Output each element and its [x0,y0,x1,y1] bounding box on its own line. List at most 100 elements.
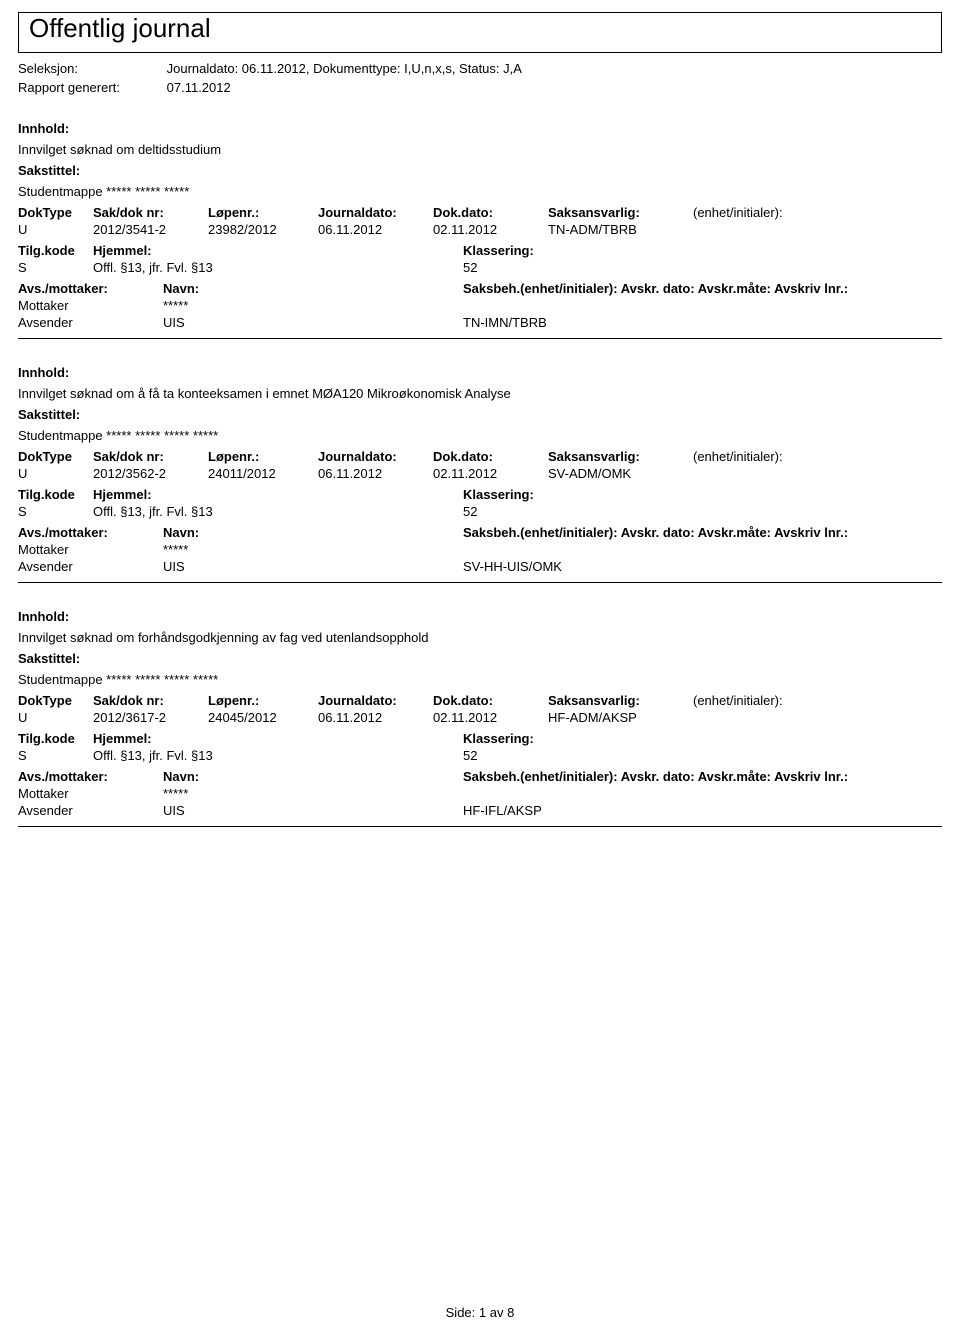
enhet-init-header: (enhet/initialer): [693,693,853,708]
lopenr-value: 23982/2012 [208,222,318,237]
doktype-value: U [18,222,93,237]
tilgkode-value: S [18,504,93,519]
side-total: 8 [507,1305,514,1320]
hjemmel-value: Offl. §13, jfr. Fvl. §13 [93,504,463,519]
side-current: 1 [479,1305,486,1320]
saksansvarlig-value: HF-ADM/AKSP [548,710,693,725]
hjemmel-header: Hjemmel: [93,487,463,502]
journaldato-value: 06.11.2012 [318,466,433,481]
journal-entry: Innhold: Innvilget søknad om forhåndsgod… [18,609,942,827]
sakdok-value: 2012/3562-2 [93,466,208,481]
saksbeh-header: Saksbeh.(enhet/initialer): Avskr. dato: … [463,281,942,296]
hjemmel-header: Hjemmel: [93,243,463,258]
navn-header: Navn: [163,769,463,784]
avsmottaker-header: Avs./mottaker: [18,281,163,296]
rapport-value: 07.11.2012 [167,80,231,95]
saksansvarlig-header: Saksansvarlig: [548,693,693,708]
avsender-label: Avsender [18,559,163,574]
tilgkode-header: Tilg.kode [18,243,93,258]
saksansvarlig-value: SV-ADM/OMK [548,466,693,481]
doktype-value: U [18,710,93,725]
journaldato-header: Journaldato: [318,693,433,708]
avsender-navn: UIS [163,803,463,818]
saksansvarlig-header: Saksansvarlig: [548,205,693,220]
saksbeh-header: Saksbeh.(enhet/initialer): Avskr. dato: … [463,525,942,540]
mottaker-navn: ***** [163,786,463,801]
journaldato-header: Journaldato: [318,449,433,464]
dokdato-value: 02.11.2012 [433,466,548,481]
title-box: Offentlig journal [18,12,942,53]
sakstittel-label: Sakstittel: [18,651,942,666]
innhold-label: Innhold: [18,365,942,380]
avsender-saksbeh: HF-IFL/AKSP [463,803,942,818]
klassering-header: Klassering: [463,731,663,746]
innhold-text: Innvilget søknad om å få ta konteeksamen… [18,386,942,401]
hjemmel-value: Offl. §13, jfr. Fvl. §13 [93,260,463,275]
lopenr-value: 24011/2012 [208,466,318,481]
side-label: Side: [446,1305,476,1320]
journaldato-value: 06.11.2012 [318,222,433,237]
dokdato-header: Dok.dato: [433,693,548,708]
mottaker-navn: ***** [163,298,463,313]
klassering-header: Klassering: [463,487,663,502]
seleksjon-value: Journaldato: 06.11.2012, Dokumenttype: I… [167,61,522,76]
mottaker-saksbeh [463,542,942,557]
saksbeh-header: Saksbeh.(enhet/initialer): Avskr. dato: … [463,769,942,784]
innhold-label: Innhold: [18,121,942,136]
sakstittel-text: Studentmappe ***** ***** ***** ***** [18,672,942,687]
navn-header: Navn: [163,525,463,540]
sakdok-value: 2012/3617-2 [93,710,208,725]
avsender-saksbeh: TN-IMN/TBRB [463,315,942,330]
innhold-text: Innvilget søknad om forhåndsgodkjenning … [18,630,942,645]
navn-header: Navn: [163,281,463,296]
rapport-line: Rapport generert: 07.11.2012 [18,80,942,95]
journaldato-value: 06.11.2012 [318,710,433,725]
tilgkode-header: Tilg.kode [18,487,93,502]
mottaker-label: Mottaker [18,786,163,801]
mottaker-label: Mottaker [18,298,163,313]
seleksjon-label: Seleksjon: [18,61,163,76]
doktype-header: DokType [18,205,93,220]
rapport-label: Rapport generert: [18,80,163,95]
dokdato-value: 02.11.2012 [433,222,548,237]
avsender-navn: UIS [163,315,463,330]
enhet-init-value [693,710,853,725]
journaldato-header: Journaldato: [318,205,433,220]
tilgkode-value: S [18,260,93,275]
dokdato-header: Dok.dato: [433,205,548,220]
sakstittel-label: Sakstittel: [18,407,942,422]
sakdok-header: Sak/dok nr: [93,693,208,708]
sakstittel-text: Studentmappe ***** ***** ***** [18,184,942,199]
hjemmel-value: Offl. §13, jfr. Fvl. §13 [93,748,463,763]
enhet-init-header: (enhet/initialer): [693,449,853,464]
saksansvarlig-header: Saksansvarlig: [548,449,693,464]
klassering-header: Klassering: [463,243,663,258]
page-title: Offentlig journal [29,15,931,42]
lopenr-header: Løpenr.: [208,693,318,708]
journal-entry: Innhold: Innvilget søknad om å få ta kon… [18,365,942,583]
avsender-saksbeh: SV-HH-UIS/OMK [463,559,942,574]
sakdok-value: 2012/3541-2 [93,222,208,237]
sakstittel-text: Studentmappe ***** ***** ***** ***** [18,428,942,443]
saksansvarlig-value: TN-ADM/TBRB [548,222,693,237]
mottaker-saksbeh [463,298,942,313]
sakdok-header: Sak/dok nr: [93,205,208,220]
seleksjon-line: Seleksjon: Journaldato: 06.11.2012, Doku… [18,61,942,76]
dokdato-value: 02.11.2012 [433,710,548,725]
sakstittel-label: Sakstittel: [18,163,942,178]
tilgkode-header: Tilg.kode [18,731,93,746]
lopenr-header: Løpenr.: [208,449,318,464]
lopenr-header: Løpenr.: [208,205,318,220]
tilgkode-value: S [18,748,93,763]
avsmottaker-header: Avs./mottaker: [18,525,163,540]
doktype-value: U [18,466,93,481]
lopenr-value: 24045/2012 [208,710,318,725]
dokdato-header: Dok.dato: [433,449,548,464]
hjemmel-header: Hjemmel: [93,731,463,746]
avsmottaker-header: Avs./mottaker: [18,769,163,784]
journal-entry: Innhold: Innvilget søknad om deltidsstud… [18,121,942,339]
klassering-value: 52 [463,748,663,763]
sakdok-header: Sak/dok nr: [93,449,208,464]
klassering-value: 52 [463,504,663,519]
enhet-init-value [693,466,853,481]
